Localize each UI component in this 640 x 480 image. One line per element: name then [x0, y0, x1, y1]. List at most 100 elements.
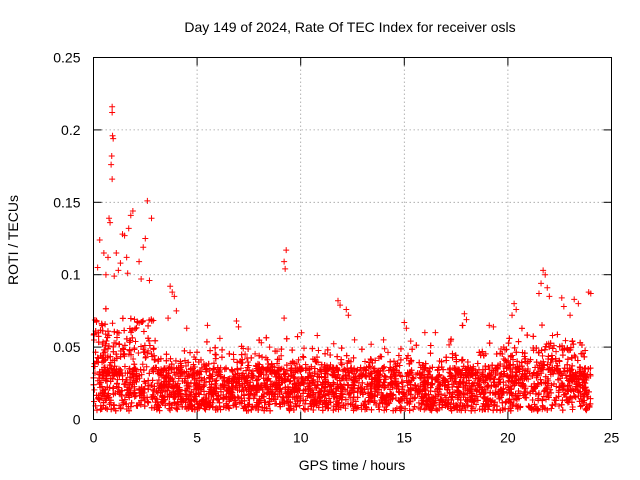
- roti-point: [94, 264, 101, 271]
- roti-point-bulk: [473, 388, 480, 395]
- roti-point-bulk: [537, 360, 544, 367]
- roti-point-bulk: [338, 356, 345, 363]
- roti-point: [108, 161, 115, 168]
- roti-point-bulk: [521, 350, 528, 357]
- roti-point-bulk: [210, 365, 217, 372]
- roti-point-bulk: [166, 405, 173, 412]
- roti-point-bulk: [403, 355, 410, 362]
- roti-point-bulk: [215, 396, 222, 403]
- roti-point-bulk: [469, 392, 476, 399]
- roti-point-bulk: [146, 342, 153, 349]
- roti-point-bulk: [496, 395, 503, 402]
- roti-point-bulk: [548, 389, 555, 396]
- roti-point-bulk: [539, 322, 546, 329]
- roti-point-bulk: [102, 404, 109, 411]
- roti-point-bulk: [324, 371, 331, 378]
- roti-point-bulk: [148, 381, 155, 388]
- roti-point-bulk: [530, 333, 537, 340]
- roti-point-bulk: [499, 390, 506, 397]
- roti-point: [558, 294, 565, 301]
- roti-point-bulk: [357, 364, 364, 371]
- roti-point-bulk: [399, 386, 406, 393]
- roti-point-bulk: [94, 354, 101, 361]
- roti-point: [511, 300, 518, 307]
- roti-point-bulk: [569, 337, 576, 344]
- roti-point-bulk: [156, 407, 163, 414]
- roti-point-bulk: [148, 351, 155, 358]
- roti-point-bulk: [299, 353, 306, 360]
- roti-point-bulk: [148, 316, 155, 323]
- roti-point-bulk: [175, 375, 182, 382]
- roti-point-bulk: [559, 407, 566, 414]
- roti-point-bulk: [117, 405, 124, 412]
- roti-point-bulk: [183, 363, 190, 370]
- roti-point-bulk: [375, 367, 382, 374]
- roti-point-bulk: [382, 403, 389, 410]
- roti-point-bulk: [559, 397, 566, 404]
- roti-point-bulk: [582, 406, 589, 413]
- roti-point-bulk: [150, 388, 157, 395]
- roti-point-bulk: [554, 331, 561, 338]
- roti-point: [171, 293, 178, 300]
- roti-point-bulk: [104, 328, 111, 335]
- roti-point-bulk: [438, 397, 445, 404]
- roti-point-bulk: [300, 397, 307, 404]
- roti-point-bulk: [252, 362, 259, 369]
- roti-point-bulk: [540, 388, 547, 395]
- roti-point-bulk: [254, 376, 261, 383]
- roti-point-bulk: [249, 403, 256, 410]
- roti-point: [109, 176, 116, 183]
- roti-point-bulk: [411, 395, 418, 402]
- roti-point-bulk: [533, 374, 540, 381]
- roti-point-bulk: [239, 384, 246, 391]
- roti-point-bulk: [439, 401, 446, 408]
- roti-point: [461, 310, 468, 317]
- roti-point-bulk: [518, 325, 525, 332]
- roti-point-bulk: [549, 345, 556, 352]
- roti-point-bulk: [309, 345, 316, 352]
- roti-point-bulk: [583, 375, 590, 382]
- roti-point-bulk: [462, 407, 469, 414]
- roti-point-bulk: [152, 364, 159, 371]
- roti-point-bulk: [310, 407, 317, 414]
- roti-point-bulk: [497, 407, 504, 414]
- roti-point-bulk: [361, 401, 368, 408]
- roti-point-bulk: [131, 345, 138, 352]
- roti-point-bulk: [337, 393, 344, 400]
- roti-point-bulk: [223, 365, 230, 372]
- roti-point-bulk: [130, 355, 137, 362]
- roti-point-bulk: [419, 362, 426, 369]
- roti-point-bulk: [350, 354, 357, 361]
- roti-point-bulk: [421, 365, 428, 372]
- roti-point-bulk: [467, 396, 474, 403]
- roti-point-bulk: [499, 399, 506, 406]
- roti-point-bulk: [478, 371, 485, 378]
- roti-point-bulk: [419, 369, 426, 376]
- roti-point: [173, 307, 180, 314]
- roti-point-bulk: [391, 380, 398, 387]
- roti-point-bulk: [194, 349, 201, 356]
- roti-point-bulk: [422, 391, 429, 398]
- roti-point-bulk: [237, 365, 244, 372]
- roti-point-bulk: [181, 357, 188, 364]
- roti-point-bulk: [517, 403, 524, 410]
- roti-point-bulk: [426, 395, 433, 402]
- roti-point-bulk: [479, 371, 486, 378]
- roti-point-bulk: [561, 345, 568, 352]
- roti-point-bulk: [503, 382, 510, 389]
- roti-point-bulk: [577, 403, 584, 410]
- roti-point-bulk: [265, 360, 272, 367]
- roti-point-bulk: [267, 369, 274, 376]
- roti-point-bulk: [381, 372, 388, 379]
- roti-point-bulk: [270, 391, 277, 398]
- roti-point-bulk: [298, 329, 305, 336]
- roti-point-bulk: [503, 346, 510, 353]
- roti-point: [314, 332, 321, 339]
- roti-point-bulk: [187, 391, 194, 398]
- roti-point-bulk: [338, 345, 345, 352]
- roti-point-bulk: [415, 386, 422, 393]
- roti-point-bulk: [576, 398, 583, 405]
- roti-point-bulk: [534, 407, 541, 414]
- roti-point-bulk: [238, 343, 245, 350]
- roti-point-bulk: [363, 403, 370, 410]
